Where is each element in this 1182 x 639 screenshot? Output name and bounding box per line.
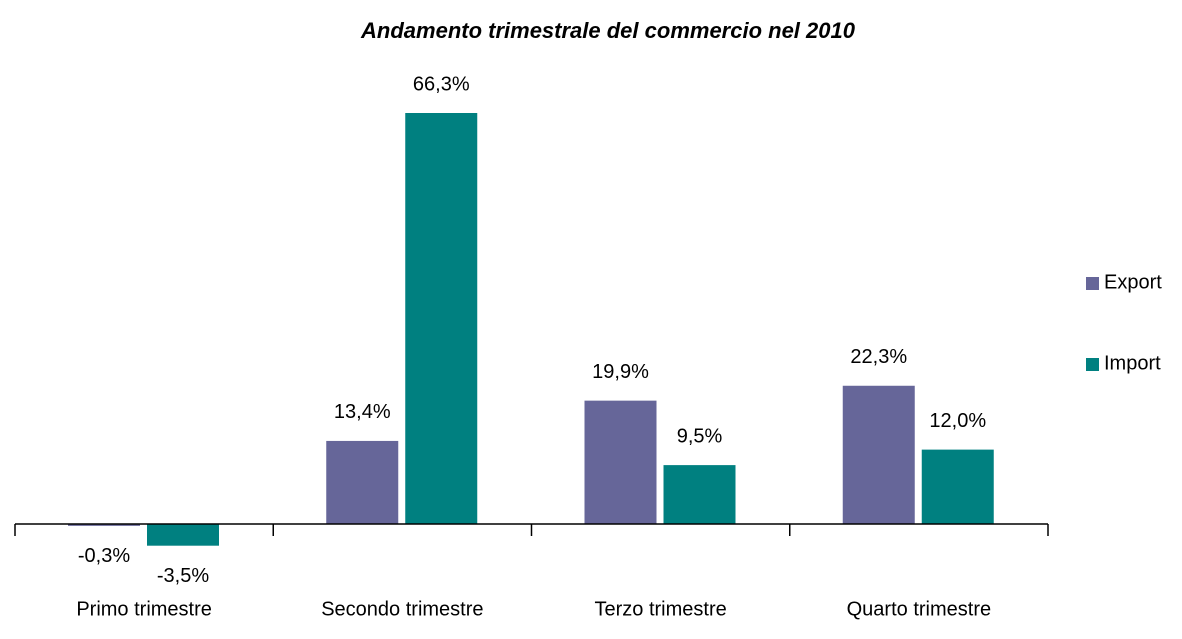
bar [147,524,219,546]
bar [842,385,915,524]
chart-title: Andamento trimestrale del commercio nel … [360,18,856,43]
bar [921,449,994,524]
data-label: 66,3% [413,73,470,95]
x-tick-label: Terzo trimestre [595,598,727,620]
bar [326,440,399,524]
legend-swatch [1086,358,1099,371]
legend-label: Import [1104,352,1161,374]
bar [584,400,657,524]
bar [663,465,736,524]
legend-label: Export [1104,271,1162,293]
x-tick-label: Secondo trimestre [321,598,483,620]
x-tick-label: Primo trimestre [76,598,212,620]
bar [68,524,140,526]
legend-swatch [1086,277,1099,290]
data-label: 9,5% [677,425,723,447]
data-label: -3,5% [157,565,209,587]
bar [405,113,478,524]
data-label: 13,4% [334,401,391,423]
data-label: 22,3% [850,346,907,368]
data-label: -0,3% [78,545,130,567]
data-label: 12,0% [929,410,986,432]
data-label: 19,9% [592,361,649,383]
x-tick-label: Quarto trimestre [847,598,991,620]
